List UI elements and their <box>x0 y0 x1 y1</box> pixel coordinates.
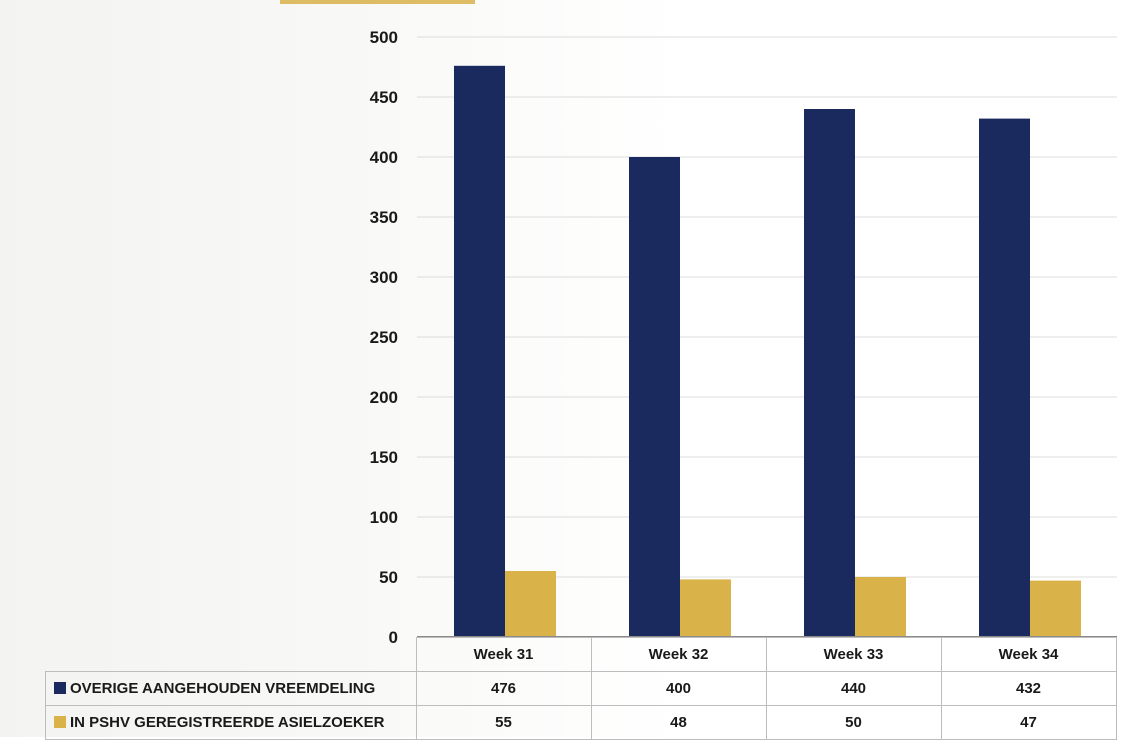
bar-overige-week-32 <box>629 157 680 637</box>
bar-overige-week-33 <box>804 109 855 637</box>
legend-swatch-navy <box>54 682 66 694</box>
y-tick-label: 200 <box>370 388 398 407</box>
category-header-week-34: Week 34 <box>940 637 1117 672</box>
bar-overige-week-34 <box>979 118 1030 638</box>
legend-swatch-gold <box>54 716 66 728</box>
table-row-pshv: IN PSHV GEREGISTREERDE ASIELZOEKER 55 48… <box>45 705 1117 740</box>
y-tick-label: 150 <box>370 448 398 467</box>
y-tick-label: 350 <box>370 208 398 227</box>
legend-label-pshv: IN PSHV GEREGISTREERDE ASIELZOEKER <box>70 714 385 731</box>
category-header-week-33: Week 33 <box>765 637 942 672</box>
bar-pshv-week-31 <box>505 571 556 637</box>
bar-pshv-week-33 <box>855 577 906 637</box>
y-tick-label: 450 <box>370 88 398 107</box>
table-cell: 476 <box>415 671 592 706</box>
y-tick-label: 50 <box>379 568 398 587</box>
table-cell: 47 <box>940 705 1117 740</box>
table-row-overige: OVERIGE AANGEHOUDEN VREEMDELING 476 400 … <box>45 671 1117 706</box>
legend-entry-pshv: IN PSHV GEREGISTREERDE ASIELZOEKER <box>45 705 417 740</box>
y-tick-label: 300 <box>370 268 398 287</box>
category-header-week-32: Week 32 <box>590 637 767 672</box>
category-header-week-31: Week 31 <box>415 637 592 672</box>
table-header-row: Week 31 Week 32 Week 33 Week 34 <box>45 637 1117 672</box>
y-tick-label: 250 <box>370 328 398 347</box>
table-cell: 400 <box>590 671 767 706</box>
table-cell: 440 <box>765 671 942 706</box>
header-remnant-bar <box>280 0 475 4</box>
table-cell: 432 <box>940 671 1117 706</box>
y-tick-label: 500 <box>370 28 398 47</box>
data-table: Week 31 Week 32 Week 33 Week 34 OVERIGE … <box>45 637 1117 740</box>
table-cell: 48 <box>590 705 767 740</box>
y-tick-label: 100 <box>370 508 398 527</box>
legend-entry-overige: OVERIGE AANGEHOUDEN VREEMDELING <box>45 671 417 706</box>
bars <box>454 65 1081 638</box>
table-cell: 55 <box>415 705 592 740</box>
table-corner-cell <box>45 637 417 672</box>
y-tick-label: 400 <box>370 148 398 167</box>
legend-label-overige: OVERIGE AANGEHOUDEN VREEMDELING <box>70 680 376 697</box>
table-cell: 50 <box>765 705 942 740</box>
bar-overige-week-31 <box>454 65 505 638</box>
bar-pshv-week-34 <box>1030 580 1081 637</box>
bar-pshv-week-32 <box>680 579 731 637</box>
